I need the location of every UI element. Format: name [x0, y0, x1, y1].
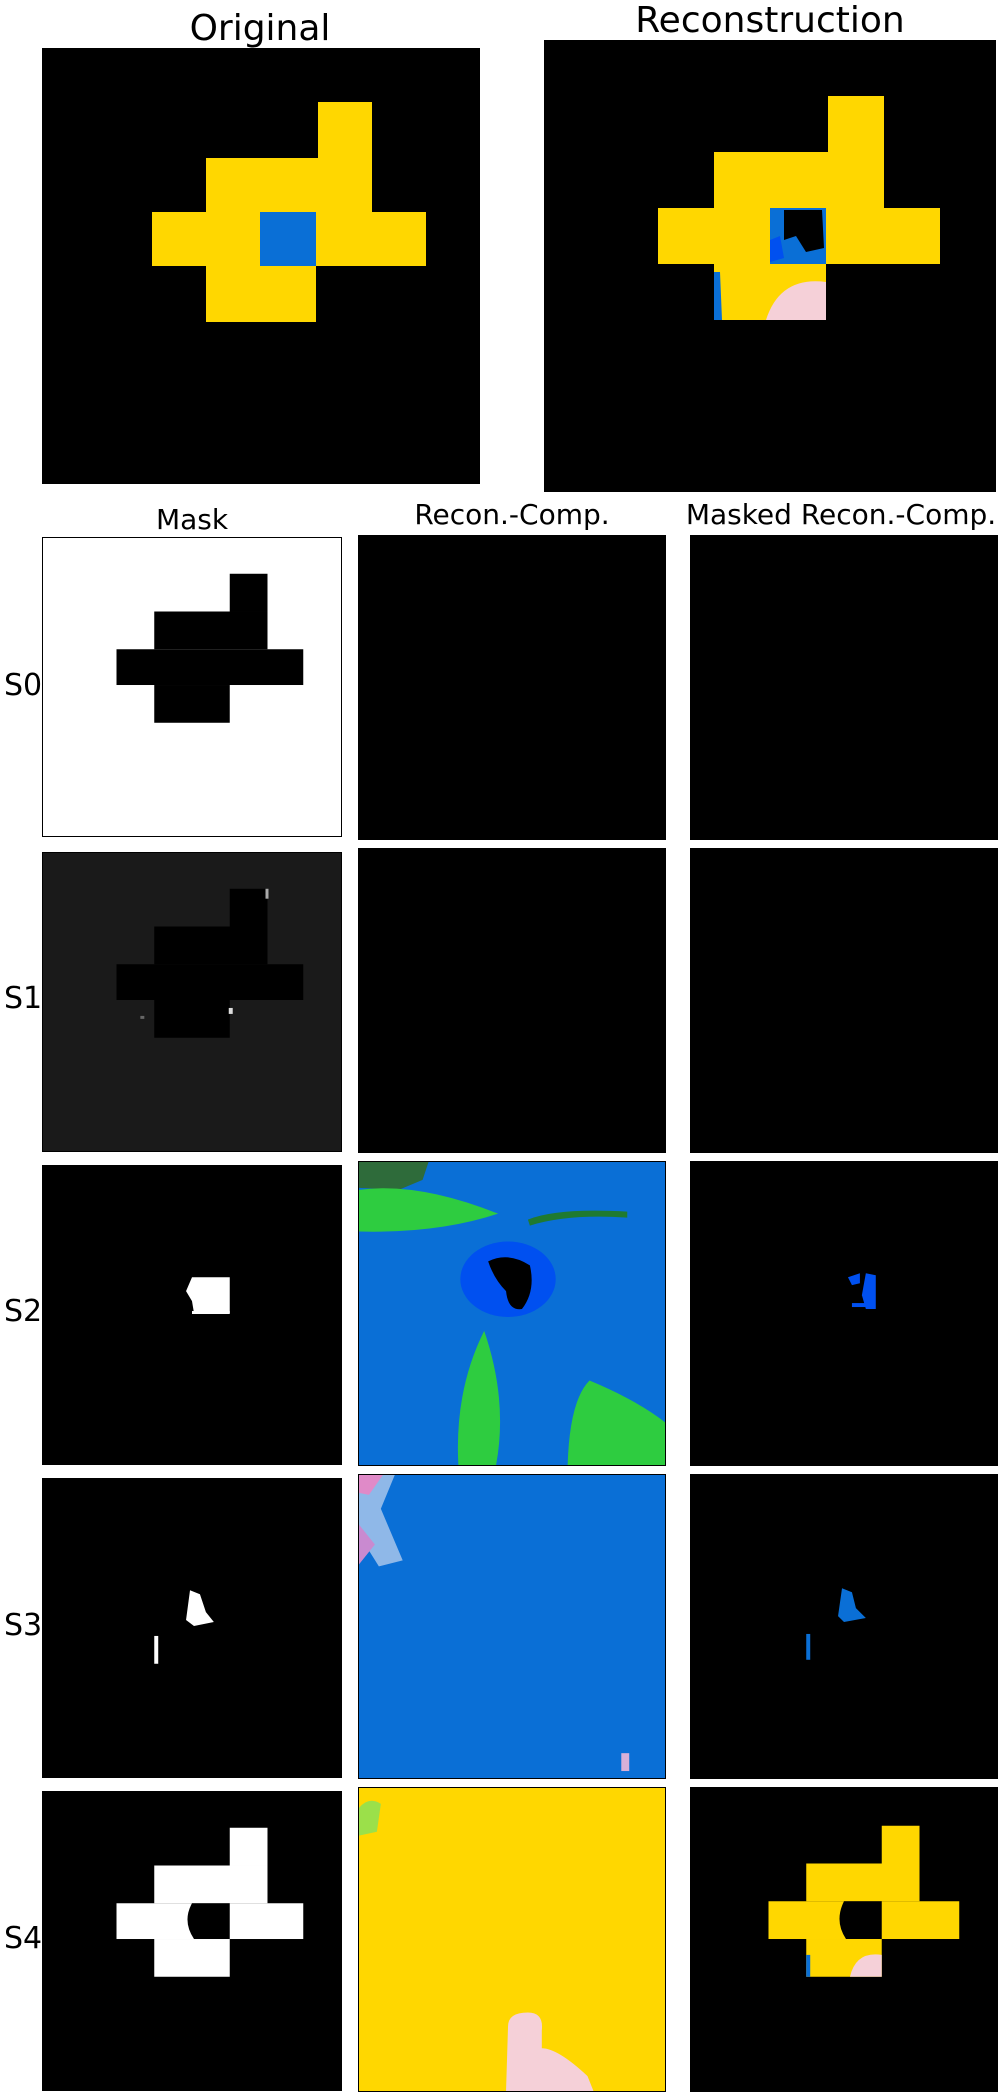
- s2-mask: [42, 1165, 342, 1465]
- s1-recon-comp: [358, 848, 666, 1153]
- row-label-s4: S4: [4, 1921, 43, 1956]
- row-label-s3: S3: [4, 1608, 43, 1643]
- row-label-s2: S2: [4, 1294, 43, 1329]
- s0-mask: [42, 537, 342, 837]
- s4-mask: [42, 1791, 342, 2091]
- reconstruction-image: [544, 40, 996, 492]
- s0-masked-recon-comp: [690, 535, 998, 840]
- s3-masked-recon-comp: [690, 1474, 998, 1779]
- column-title-recon-comp: Recon.-Comp.: [414, 498, 610, 531]
- s4-masked-recon-comp: [690, 1787, 998, 2092]
- s1-masked-recon-comp: [690, 848, 998, 1153]
- s1-mask: [42, 852, 342, 1152]
- s4-recon-comp: [358, 1787, 666, 2092]
- reconstruction-title: Reconstruction: [635, 0, 905, 41]
- original-title: Original: [189, 8, 331, 49]
- original-image: [42, 48, 480, 484]
- s0-recon-comp: [358, 535, 666, 840]
- row-label-s1: S1: [4, 981, 43, 1016]
- s2-recon-comp: [358, 1161, 666, 1466]
- s2-masked-recon-comp: [690, 1161, 998, 1466]
- s3-mask: [42, 1478, 342, 1778]
- s3-recon-comp: [358, 1474, 666, 1779]
- row-label-s0: S0: [4, 668, 43, 703]
- column-title-mask: Mask: [155, 503, 229, 536]
- column-title-masked-recon-comp: Masked Recon.-Comp.: [685, 498, 997, 531]
